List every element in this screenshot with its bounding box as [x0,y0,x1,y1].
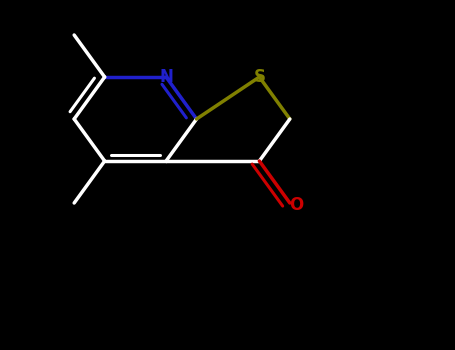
Text: N: N [159,68,173,86]
Text: O: O [289,196,304,214]
Text: S: S [253,68,265,86]
